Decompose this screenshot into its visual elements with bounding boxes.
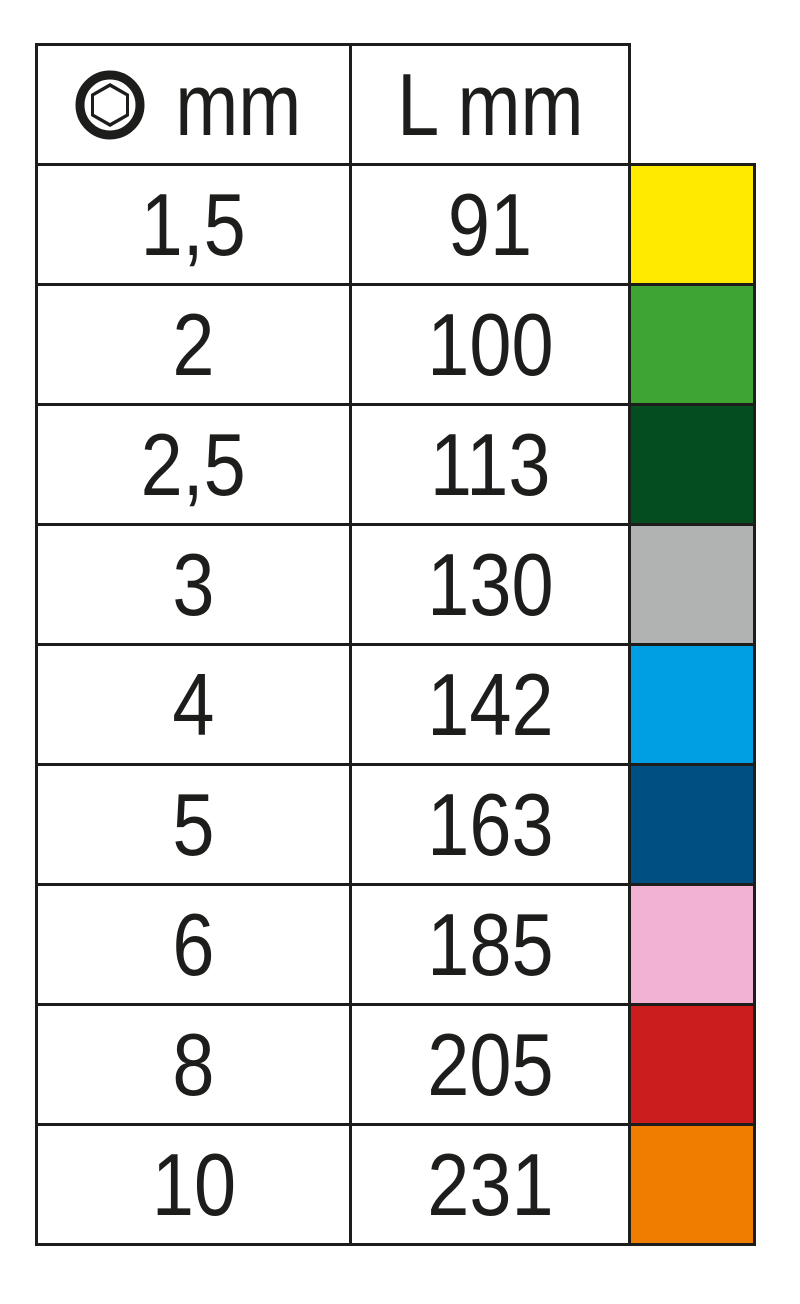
length-cell: 185 xyxy=(349,883,631,1006)
color-swatch xyxy=(628,523,756,646)
color-swatch xyxy=(628,643,756,766)
length-cell: 205 xyxy=(349,1003,631,1126)
size-value: 4 xyxy=(172,654,215,754)
length-cell: 231 xyxy=(349,1123,631,1246)
length-cell: 100 xyxy=(349,283,631,406)
header-size: mm xyxy=(35,43,352,166)
color-swatch xyxy=(628,283,756,406)
size-cell: 10 xyxy=(35,1123,352,1246)
length-value: 91 xyxy=(447,174,533,274)
size-cell: 4 xyxy=(35,643,352,766)
length-value: 142 xyxy=(426,654,554,754)
size-cell: 2 xyxy=(35,283,352,406)
header-length: L mm xyxy=(349,43,631,166)
size-cell: 5 xyxy=(35,763,352,886)
length-value: 231 xyxy=(426,1134,554,1234)
size-value: 1,5 xyxy=(140,174,247,274)
color-swatch xyxy=(628,403,756,526)
color-swatch xyxy=(628,1003,756,1126)
size-value: 6 xyxy=(172,894,215,994)
length-cell: 163 xyxy=(349,763,631,886)
size-cell: 1,5 xyxy=(35,163,352,286)
header-size-label: mm xyxy=(175,54,302,154)
size-value: 3 xyxy=(172,534,215,634)
length-value: 163 xyxy=(426,774,554,874)
size-cell: 6 xyxy=(35,883,352,1006)
size-cell: 3 xyxy=(35,523,352,646)
length-cell: 113 xyxy=(349,403,631,526)
length-value: 113 xyxy=(429,414,551,514)
color-swatch xyxy=(628,883,756,1006)
length-value: 185 xyxy=(426,894,554,994)
header-length-label: L mm xyxy=(396,54,584,154)
size-cell: 2,5 xyxy=(35,403,352,526)
color-swatch xyxy=(628,1123,756,1246)
length-value: 130 xyxy=(426,534,554,634)
size-value: 8 xyxy=(172,1014,215,1114)
color-swatch xyxy=(628,163,756,286)
size-value: 10 xyxy=(151,1134,236,1234)
length-cell: 130 xyxy=(349,523,631,646)
hexagon-socket-icon xyxy=(75,70,145,139)
length-value: 100 xyxy=(426,294,554,394)
size-value: 2 xyxy=(172,294,215,394)
length-value: 205 xyxy=(426,1014,554,1114)
color-swatch xyxy=(628,763,756,886)
size-value: 5 xyxy=(172,774,215,874)
size-value: 2,5 xyxy=(140,414,247,514)
size-cell: 8 xyxy=(35,1003,352,1126)
length-cell: 142 xyxy=(349,643,631,766)
length-cell: 91 xyxy=(349,163,631,286)
